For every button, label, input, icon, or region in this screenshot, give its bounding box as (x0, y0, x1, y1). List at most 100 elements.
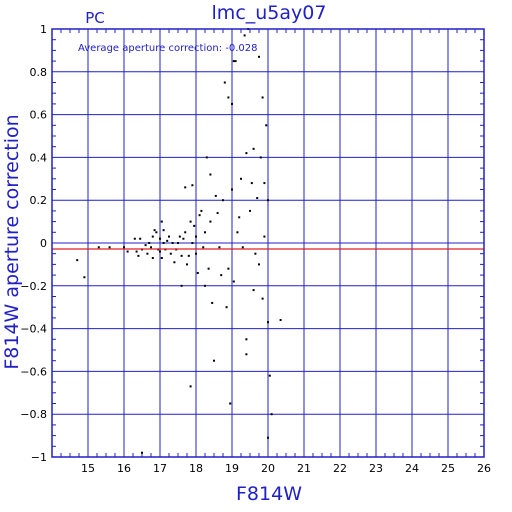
data-point (202, 246, 205, 249)
data-point (250, 182, 253, 185)
x-tick-label: 16 (117, 462, 131, 475)
data-point (159, 250, 161, 253)
data-point (241, 246, 244, 249)
data-point (211, 301, 214, 304)
data-point (213, 359, 215, 362)
x-tick-label: 25 (441, 462, 455, 475)
data-point (159, 237, 161, 240)
data-point (232, 280, 235, 283)
y-tick-label: −0.2 (20, 280, 47, 293)
panel-label: PC (85, 9, 105, 27)
average-correction-annotation: Average aperture correction: -0.028 (78, 43, 258, 54)
data-point (218, 246, 221, 249)
data-point (189, 385, 192, 388)
data-point (198, 214, 201, 217)
data-point (139, 237, 142, 240)
data-point (214, 194, 217, 197)
data-point (268, 374, 271, 377)
y-tick-label: −0.6 (20, 365, 47, 378)
data-point (238, 216, 241, 219)
data-point (209, 173, 212, 176)
x-tick-label: 17 (153, 462, 167, 475)
data-point (259, 156, 262, 159)
data-point (184, 231, 187, 234)
chart-title: lmc_u5ay07 (212, 2, 327, 24)
data-point (182, 237, 185, 240)
data-point (225, 306, 228, 309)
y-tick-label: −1 (31, 451, 47, 464)
data-point (249, 209, 251, 212)
x-tick-label: 19 (225, 462, 239, 475)
data-point (232, 60, 235, 63)
plot-frame (51, 28, 485, 458)
x-tick-label: 15 (81, 462, 95, 475)
data-point (252, 147, 255, 150)
data-point (108, 246, 111, 249)
data-point (265, 124, 268, 127)
data-point (180, 284, 183, 287)
y-tick-label: 0.6 (30, 109, 48, 122)
data-points (76, 28, 282, 454)
data-point (97, 246, 100, 249)
data-point (209, 220, 212, 223)
data-point (245, 353, 248, 356)
data-point (171, 242, 174, 244)
data-point (160, 220, 163, 223)
data-point (267, 436, 269, 439)
data-point (193, 224, 196, 227)
x-axis-label: F814W (236, 483, 302, 505)
data-point (267, 321, 269, 324)
data-point (200, 209, 203, 212)
data-point (168, 235, 170, 238)
x-tick-label: 21 (297, 462, 311, 475)
data-point (243, 34, 246, 37)
data-point (144, 244, 147, 247)
data-point (189, 220, 192, 223)
y-tick-label: 0.4 (30, 151, 48, 164)
x-tick-label: 20 (261, 462, 275, 475)
data-point (141, 451, 143, 454)
data-point (162, 242, 165, 244)
data-point (151, 256, 154, 259)
y-tick-label: 0.8 (30, 66, 48, 79)
data-point (135, 250, 138, 253)
data-point (205, 156, 208, 159)
data-point (169, 252, 172, 255)
y-tick-label: 0 (40, 237, 47, 250)
data-point (263, 235, 266, 238)
data-point (196, 271, 199, 274)
data-point (126, 250, 129, 253)
data-point (245, 152, 248, 155)
data-point (123, 246, 125, 249)
data-point (207, 267, 210, 270)
data-point (222, 199, 224, 202)
x-tick-label: 18 (189, 462, 203, 475)
data-point (229, 402, 232, 405)
data-point (236, 231, 239, 234)
data-point (76, 259, 79, 262)
data-point (261, 96, 264, 99)
data-point (261, 297, 264, 300)
data-point (137, 254, 140, 257)
data-point (204, 231, 206, 234)
y-tick-label: −0.4 (20, 323, 47, 336)
data-point (162, 229, 165, 232)
data-point (191, 242, 194, 244)
data-point (146, 252, 149, 255)
data-point (184, 186, 187, 189)
data-point (270, 413, 273, 416)
data-point (191, 184, 194, 187)
x-tick-label: 23 (369, 462, 383, 475)
data-point (256, 197, 259, 200)
data-point (148, 242, 151, 244)
y-tick-label: 0.2 (30, 194, 48, 207)
data-point (258, 55, 260, 58)
y-axis-label: F814W aperture correction (1, 114, 23, 369)
data-point (186, 263, 188, 266)
data-point (173, 261, 176, 264)
data-point (178, 235, 181, 238)
tick-labels: 15 16 17 18 19 20 21 22 23 24 25 26 −1 −0.8 −0.6 −0.4 −0… (20, 23, 491, 475)
data-point (223, 81, 226, 84)
x-tick-label: 24 (405, 462, 419, 475)
